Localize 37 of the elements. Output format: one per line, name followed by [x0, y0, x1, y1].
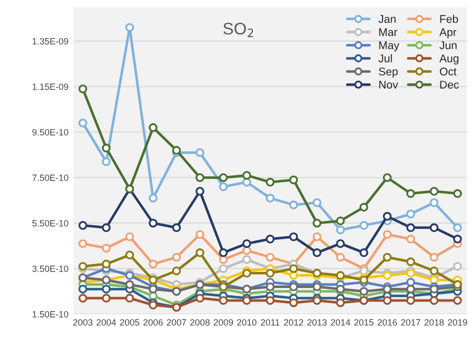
x-tick-label: 2015 — [354, 319, 374, 326]
legend-label: Apr — [439, 28, 456, 38]
x-tick-label: 2016 — [378, 319, 397, 326]
x-tick-label: 2004 — [96, 319, 116, 326]
x-tick-label: 2010 — [237, 319, 256, 326]
y-tick-label: 1.35E-09 — [32, 38, 68, 44]
x-tick-label: 2012 — [284, 319, 304, 326]
y-tick-label: 7.50E-10 — [32, 174, 68, 181]
legend-label: Jul — [378, 54, 392, 62]
x-tick-label: 2009 — [214, 319, 233, 326]
legend-label: Jan — [378, 15, 396, 23]
x-tick-label: 2003 — [73, 319, 92, 326]
legend-label: Feb — [440, 14, 458, 23]
y-tick-label: 1.50E-10 — [32, 311, 68, 318]
x-tick-label: 2005 — [120, 319, 140, 326]
y-tick-label: 5.50E-10 — [32, 220, 68, 226]
legend-label: Sep — [378, 68, 398, 78]
legend-label: Oct — [440, 68, 457, 76]
legend-label: Jun — [440, 41, 457, 50]
x-tick-label: 2011 — [260, 319, 280, 326]
x-tick-label: 2019 — [448, 319, 468, 326]
text: SO$_{2}$ — [223, 22, 254, 38]
y-tick-label: 1.15E-09 — [32, 84, 68, 90]
x-tick-label: 2006 — [144, 319, 163, 326]
legend-label: May — [379, 41, 400, 52]
x-tick-label: 2008 — [190, 319, 210, 326]
legend-label: Dec — [440, 80, 459, 89]
legend-label: Nov — [379, 80, 398, 89]
legend-label: Mar — [379, 28, 398, 36]
legend-label: Aug — [439, 54, 458, 65]
y-tick-label: 3.50E-10 — [32, 266, 68, 272]
x-tick-label: 2017 — [401, 319, 420, 326]
x-tick-label: 2007 — [166, 319, 186, 326]
x-tick-label: 2018 — [424, 319, 444, 326]
x-tick-label: 2013 — [307, 319, 327, 326]
x-tick-label: 2014 — [330, 319, 350, 326]
y-tick-label: 9.50E-10 — [32, 129, 68, 136]
